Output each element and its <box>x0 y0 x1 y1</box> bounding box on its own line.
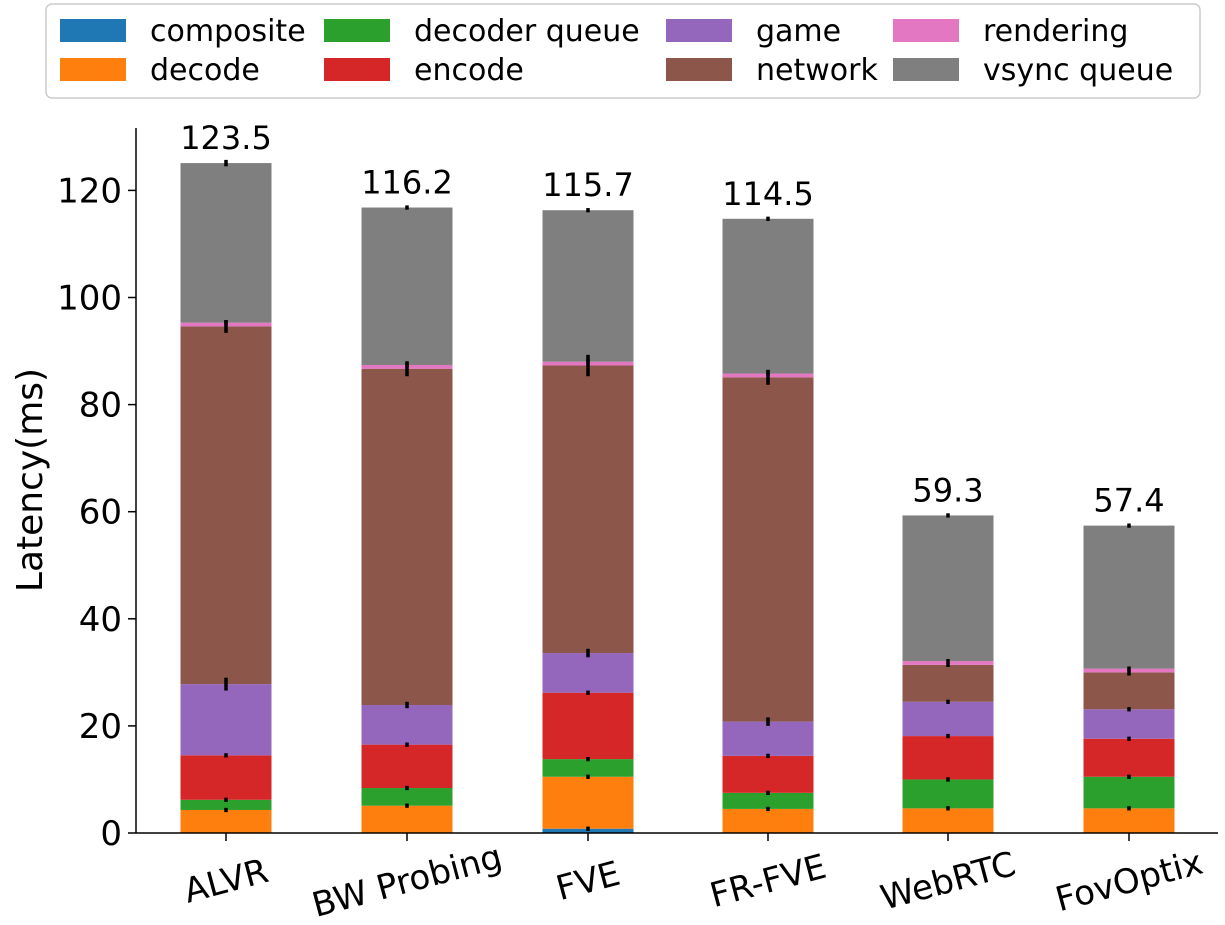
x-tick-label-alvr: ALVR <box>180 851 273 912</box>
total-label-fr-fve: 114.5 <box>722 175 814 213</box>
y-tick-label: 0 <box>100 814 122 854</box>
bar-fr-fve-vsync-queue <box>722 218 814 374</box>
legend-swatch-encode <box>324 58 390 81</box>
x-tick-label-bw-probing: BW Probing <box>308 837 506 925</box>
total-label-webrtc: 59.3 <box>912 471 983 509</box>
bar-webrtc-network <box>902 664 994 702</box>
total-labels: 123.5 116.2 115.7 114.5 59.3 57.4 <box>180 119 1164 520</box>
legend-swatch-vsync-queue <box>893 58 959 81</box>
total-label-bw-probing: 116.2 <box>361 164 453 202</box>
bar-fve-encode <box>542 692 634 760</box>
legend-swatch-composite <box>60 19 126 42</box>
bar-fovoptix-decoder-queue <box>1083 776 1175 809</box>
bar-fr-fve-decoder-queue <box>722 792 814 809</box>
bar-webrtc-encode <box>902 736 994 780</box>
bar-fr-fve-network <box>722 377 814 722</box>
bar-bw-probing-game <box>361 705 453 745</box>
legend-swatch-decoder-queue <box>324 19 390 42</box>
bar-fve-decoder-queue <box>542 759 634 777</box>
bar-fovoptix-game <box>1083 709 1175 739</box>
legend-label-encode: encode <box>414 53 524 88</box>
y-axis-label: Latency(ms) <box>10 368 51 592</box>
bar-alvr-network <box>180 326 272 685</box>
bar-webrtc-vsync-queue <box>902 515 994 662</box>
y-tick-label: 40 <box>79 600 122 640</box>
bar-bw-probing-decoder-queue <box>361 788 453 806</box>
bar-fve-game <box>542 653 634 693</box>
y-tick-label: 80 <box>79 386 122 426</box>
legend-label-rendering: rendering <box>983 14 1128 49</box>
y-ticks: 0 20 40 60 80 100 120 <box>57 171 136 854</box>
legend-items: composite decode decoder queue encode game ne… <box>60 14 1173 88</box>
bar-bw-probing-network <box>361 368 453 706</box>
bar-webrtc-game <box>902 701 994 737</box>
bar-fve-decode <box>542 776 634 829</box>
legend-label-decode: decode <box>150 53 260 88</box>
plot-bars <box>180 163 1175 833</box>
bar-alvr-decoder-queue <box>180 799 272 810</box>
legend-label-game: game <box>756 14 841 49</box>
bar-alvr-encode <box>180 755 272 800</box>
legend-label-composite: composite <box>150 14 306 49</box>
bar-bw-probing-encode <box>361 744 453 789</box>
legend-label-network: network <box>756 53 878 88</box>
x-tick-label-fve: FVE <box>552 854 624 909</box>
bar-alvr-game <box>180 684 272 756</box>
y-tick-label: 100 <box>57 279 122 319</box>
bar-fovoptix-encode <box>1083 738 1175 777</box>
error-bars <box>224 159 1131 831</box>
x-tick-label-webrtc: WebRTC <box>876 844 1019 918</box>
y-tick-label: 60 <box>79 493 122 533</box>
bar-alvr-decode <box>180 809 272 833</box>
bar-fve-network <box>542 365 634 654</box>
legend-swatch-game <box>666 19 732 42</box>
y-tick-label: 120 <box>57 171 122 211</box>
x-ticks: ALVR BW Probing FVE FR-FVE WebRTC FovOptix <box>180 833 1207 925</box>
total-label-alvr: 123.5 <box>180 119 272 157</box>
bar-fr-fve-game <box>722 721 814 756</box>
bar-bw-probing-vsync-queue <box>361 207 453 365</box>
legend-swatch-network <box>666 58 732 81</box>
total-label-fovoptix: 57.4 <box>1093 482 1164 520</box>
legend-label-decoder-queue: decoder queue <box>414 14 640 49</box>
x-tick-label-fovoptix: FovOptix <box>1051 843 1207 921</box>
bar-fve-composite <box>542 828 634 833</box>
bar-bw-probing-decode <box>361 805 453 833</box>
total-label-fve: 115.7 <box>542 166 634 204</box>
bar-fovoptix-vsync-queue <box>1083 525 1175 669</box>
legend: composite decode decoder queue encode game ne… <box>45 3 1201 99</box>
bar-webrtc-decode <box>902 808 994 833</box>
legend-swatch-rendering <box>893 19 959 42</box>
bar-fr-fve-encode <box>722 755 814 793</box>
bar-fovoptix-decode <box>1083 808 1175 833</box>
bar-fr-fve-decode <box>722 808 814 833</box>
bar-fve-vsync-queue <box>542 210 634 362</box>
bar-webrtc-decoder-queue <box>902 779 994 809</box>
legend-swatch-decode <box>60 58 126 81</box>
bar-fovoptix-network <box>1083 672 1175 710</box>
y-tick-label: 20 <box>79 707 122 747</box>
legend-label-vsync-queue: vsync queue <box>983 53 1173 88</box>
bar-alvr-vsync-queue <box>180 163 272 323</box>
x-tick-label-fr-fve: FR-FVE <box>706 847 831 916</box>
